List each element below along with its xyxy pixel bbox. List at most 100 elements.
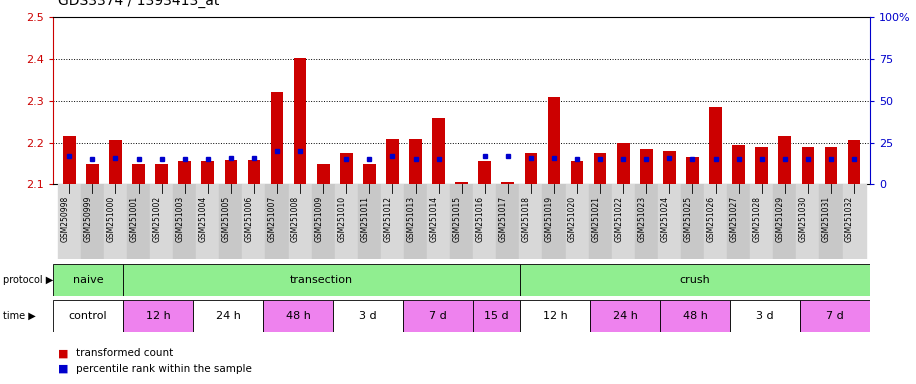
Text: 48 h: 48 h	[682, 311, 707, 321]
Text: GSM251004: GSM251004	[199, 195, 208, 242]
Bar	[179, 161, 191, 184]
Bar	[824, 147, 837, 184]
Text: GSM251007: GSM251007	[268, 195, 277, 242]
Bar	[123, 300, 193, 331]
Text: GSM251024: GSM251024	[660, 195, 670, 242]
Text: 12 h: 12 h	[542, 311, 567, 321]
Bar	[224, 160, 237, 184]
Text: percentile rank within the sample: percentile rank within the sample	[76, 364, 252, 374]
Bar	[496, 184, 519, 259]
Text: GSM251025: GSM251025	[683, 195, 692, 242]
Text: 7 d: 7 d	[430, 311, 447, 321]
Bar	[847, 141, 860, 184]
Bar	[663, 151, 676, 184]
Text: GSM250998: GSM250998	[60, 195, 70, 242]
Bar	[727, 184, 750, 259]
Bar	[590, 300, 660, 331]
Bar	[270, 93, 283, 184]
Text: GSM251015: GSM251015	[453, 195, 462, 242]
Text: GSM251016: GSM251016	[475, 195, 485, 242]
Bar	[660, 300, 730, 331]
Text: GSM251000: GSM251000	[106, 195, 115, 242]
Text: ■: ■	[58, 364, 68, 374]
Bar	[266, 184, 289, 259]
Text: GSM251012: GSM251012	[384, 195, 392, 242]
Bar	[155, 164, 168, 184]
Bar	[173, 184, 196, 259]
Bar	[333, 300, 403, 331]
Bar	[520, 265, 870, 296]
Bar	[219, 184, 243, 259]
Bar	[681, 184, 704, 259]
Bar	[334, 184, 358, 259]
Bar	[773, 184, 796, 259]
Text: GSM251020: GSM251020	[568, 195, 577, 242]
Text: GSM251019: GSM251019	[545, 195, 554, 242]
Bar	[386, 139, 398, 184]
Text: GSM251005: GSM251005	[222, 195, 231, 242]
Text: 24 h: 24 h	[613, 311, 638, 321]
Bar	[404, 184, 427, 259]
Text: time ▶: time ▶	[3, 311, 36, 321]
Text: GSM251011: GSM251011	[360, 195, 369, 242]
Text: GSM251001: GSM251001	[129, 195, 138, 242]
Bar	[478, 161, 491, 184]
Bar	[525, 153, 538, 184]
Bar	[247, 160, 260, 184]
Text: crush: crush	[680, 275, 711, 285]
Bar	[565, 184, 589, 259]
Bar	[658, 184, 681, 259]
Text: GSM251026: GSM251026	[706, 195, 715, 242]
Bar	[196, 184, 219, 259]
Text: transection: transection	[290, 275, 354, 285]
Bar	[86, 164, 99, 184]
Bar	[150, 184, 173, 259]
Bar	[363, 164, 376, 184]
Bar	[801, 300, 870, 331]
Bar	[704, 184, 727, 259]
Bar	[589, 184, 612, 259]
Bar	[732, 145, 745, 184]
Text: 15 d: 15 d	[485, 311, 509, 321]
Text: GSM251008: GSM251008	[291, 195, 300, 242]
Bar	[519, 184, 542, 259]
Bar	[243, 184, 266, 259]
Bar	[796, 184, 820, 259]
Bar	[750, 184, 773, 259]
Bar	[455, 182, 468, 184]
Text: GSM251006: GSM251006	[245, 195, 254, 242]
Text: ■: ■	[58, 348, 68, 358]
Bar	[409, 139, 422, 184]
Bar	[58, 184, 81, 259]
Bar	[474, 184, 496, 259]
Bar	[403, 300, 474, 331]
Text: GSM251029: GSM251029	[776, 195, 785, 242]
Text: GSM251014: GSM251014	[430, 195, 439, 242]
Bar	[317, 164, 330, 184]
Bar	[542, 184, 565, 259]
Bar	[520, 300, 590, 331]
Bar	[450, 184, 474, 259]
Bar	[132, 164, 145, 184]
Bar	[501, 182, 514, 184]
Text: GSM251017: GSM251017	[499, 195, 507, 242]
Text: GSM251002: GSM251002	[153, 195, 161, 242]
Text: GSM250999: GSM250999	[83, 195, 93, 242]
Bar	[311, 184, 334, 259]
Bar	[779, 136, 791, 184]
Text: protocol ▶: protocol ▶	[3, 275, 53, 285]
Bar	[53, 265, 123, 296]
Text: 3 d: 3 d	[757, 311, 774, 321]
Text: GDS3374 / 1393413_at: GDS3374 / 1393413_at	[58, 0, 219, 8]
Bar	[432, 118, 445, 184]
Bar	[635, 184, 658, 259]
Bar	[730, 300, 801, 331]
Bar	[612, 184, 635, 259]
Bar	[709, 107, 722, 184]
Text: 12 h: 12 h	[146, 311, 170, 321]
Text: control: control	[69, 311, 107, 321]
Bar	[340, 153, 353, 184]
Text: naive: naive	[73, 275, 104, 285]
Bar	[123, 265, 520, 296]
Text: GSM251003: GSM251003	[176, 195, 185, 242]
